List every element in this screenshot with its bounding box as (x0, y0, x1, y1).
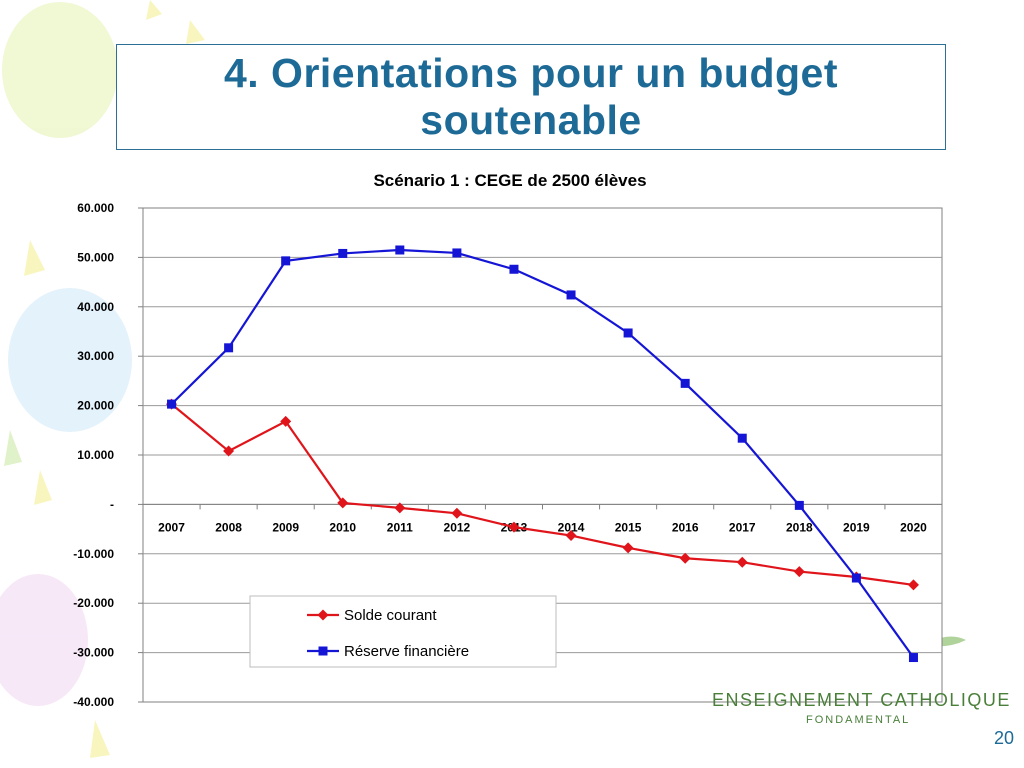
x-tick-label: 2010 (329, 520, 356, 534)
y-tick-label: -20.000 (73, 596, 114, 610)
x-tick-label: 2011 (387, 520, 413, 534)
y-tick-label: -30.000 (73, 646, 114, 660)
data-point-solde-courant (337, 497, 349, 509)
data-point-solde-courant (451, 507, 463, 519)
x-tick-label: 2016 (672, 520, 699, 534)
data-point-solde-courant (736, 556, 748, 568)
legend-box (249, 595, 557, 668)
y-axis-ticks: 60.000 50.000 40.000 30.000 20.000 10.000 - -10… (73, 201, 143, 709)
data-point-reserve-financiere (566, 290, 576, 300)
y-tick-label: 20.000 (77, 399, 114, 413)
data-point-reserve-financiere (224, 343, 234, 353)
y-tick-label: -40.000 (73, 695, 114, 709)
x-axis: 2007200820092010201120122013201420152016… (142, 503, 943, 534)
page-number: 20 (993, 728, 1014, 748)
data-point-solde-courant (565, 530, 577, 542)
data-point-solde-courant (622, 542, 634, 554)
slide-title: 4. Orientations pour un budget soutenabl… (223, 50, 839, 143)
x-tick-label: 2018 (786, 520, 813, 534)
chart-title: Scénario 1 : CEGE de 2500 élèves (373, 171, 646, 190)
data-point-solde-courant (907, 579, 919, 591)
data-point-solde-courant (223, 445, 235, 457)
data-point-solde-courant (394, 502, 406, 514)
slide-title-box: 4. Orientations pour un budget soutenabl… (116, 44, 946, 150)
data-point-reserve-financiere (338, 248, 348, 258)
y-tick-label: 50.000 (77, 250, 114, 264)
x-tick-label: 2019 (843, 520, 870, 534)
data-point-solde-courant (679, 552, 691, 564)
x-tick-label: 2020 (900, 520, 927, 534)
legend: Solde courant Réserve financière (249, 595, 557, 668)
data-point-reserve-financiere (680, 378, 690, 388)
triangle-decor (4, 430, 22, 466)
x-tick-label: 2012 (444, 520, 471, 534)
brand-name: ENSEIGNEMENT CATHOLIQUE (712, 690, 1011, 710)
x-tick-label: 2017 (729, 520, 756, 534)
data-point-solde-courant (508, 521, 520, 533)
x-tick-label: 2014 (558, 520, 585, 534)
x-tick-label: 2008 (215, 520, 242, 534)
x-tick-label: 2007 (158, 520, 185, 534)
balloon-pink (0, 574, 88, 706)
data-point-reserve-financiere (737, 433, 747, 443)
triangle-decor (186, 20, 205, 44)
data-point-reserve-financiere (851, 573, 861, 583)
y-tick-label: -10.000 (73, 547, 114, 561)
data-point-reserve-financiere (623, 328, 633, 338)
data-point-reserve-financiere (395, 245, 405, 255)
balloon-green (2, 2, 118, 138)
data-point-reserve-financiere (908, 653, 918, 663)
y-tick-label: 60.000 (77, 201, 114, 215)
y-tick-label: 40.000 (77, 300, 114, 314)
legend-marker-solde-courant (317, 609, 329, 621)
data-point-reserve-financiere (167, 399, 177, 409)
y-tick-label: - (110, 497, 114, 511)
legend-marker-reserve-financiere (318, 646, 328, 656)
y-tick-label: 10.000 (77, 448, 114, 462)
data-point-reserve-financiere (794, 500, 804, 510)
data-point-reserve-financiere (281, 256, 291, 266)
balloon-blue (8, 288, 132, 432)
series-line-reserve-financiere (170, 248, 915, 659)
legend-label-solde-courant: Solde courant (344, 607, 437, 624)
data-point-solde-courant (793, 566, 805, 578)
triangle-decor (24, 240, 45, 276)
data-point-reserve-financiere (509, 264, 519, 274)
data-point-reserve-financiere (452, 248, 462, 258)
data-point-solde-courant (280, 415, 292, 427)
triangle-decor (34, 470, 52, 505)
series-line-solde-courant (170, 403, 914, 587)
triangle-decor (146, 0, 162, 20)
x-tick-label: 2009 (272, 520, 299, 534)
series-group (166, 245, 919, 663)
legend-label-reserve-financiere: Réserve financière (344, 643, 469, 660)
y-tick-label: 30.000 (77, 349, 114, 363)
x-tick-label: 2015 (615, 520, 642, 534)
triangle-decor (90, 720, 110, 758)
brand-subtitle: FONDAMENTAL (806, 714, 911, 726)
